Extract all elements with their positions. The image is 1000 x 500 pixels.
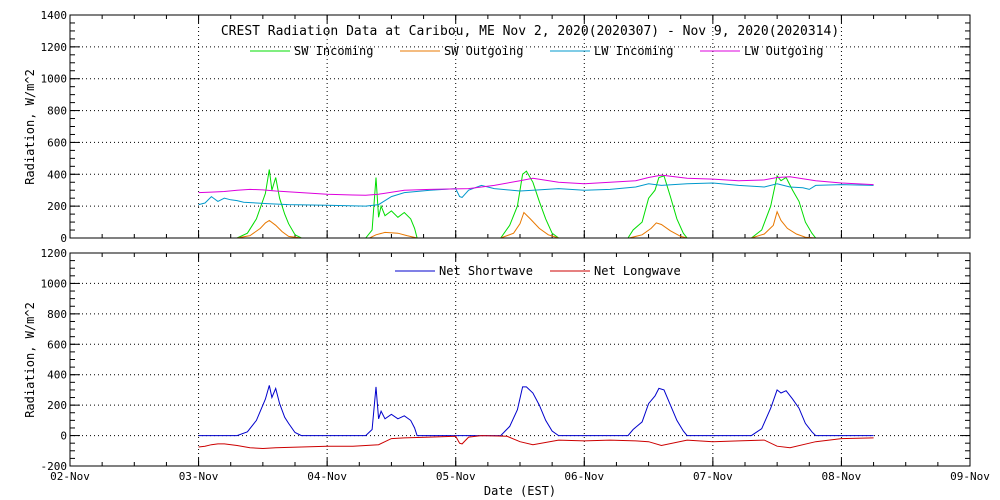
x-tick-label: 07-Nov: [693, 470, 733, 483]
y-tick-label: 200: [47, 399, 67, 412]
top-y-axis-label: Radiation, W/m^2: [23, 69, 37, 185]
legend-label-sw-incoming: SW Incoming: [294, 44, 373, 58]
series-line-net-longwave: [198, 435, 874, 450]
legend-label-sw-outgoing: SW Outgoing: [444, 44, 523, 58]
x-tick-label: 05-Nov: [436, 470, 476, 483]
top-panel: 0 200 400 600 800 1000 1200 1400 CREST Radiatio…: [23, 9, 971, 245]
bottom-y-tick-labels: -200 0 200 400 600 800 1000 1200: [41, 247, 68, 473]
x-tick-label: 08-Nov: [822, 470, 862, 483]
bottom-plot-frame: [69, 252, 971, 467]
series-line-lw-outgoing: [198, 174, 874, 196]
y-tick-label: 200: [47, 200, 67, 213]
top-plot-frame: [69, 14, 971, 239]
top-legend: SW Incoming SW Outgoing LW Incoming LW Outg…: [250, 44, 823, 58]
y-tick-label: 400: [47, 168, 67, 181]
bottom-legend: Net Shortwave Net Longwave: [395, 264, 681, 278]
legend-label-net-shortwave: Net Shortwave: [439, 264, 533, 278]
y-tick-label: 800: [47, 105, 67, 118]
legend-label-lw-incoming: LW Incoming: [594, 44, 673, 58]
x-axis-label: Date (EST): [484, 484, 556, 498]
series-line-sw-outgoing: [198, 210, 874, 239]
top-series: [198, 169, 874, 239]
y-tick-label: 600: [47, 338, 67, 351]
legend-label-lw-outgoing: LW Outgoing: [744, 44, 823, 58]
x-tick-labels: 02-Nov 03-Nov 04-Nov 05-Nov 06-Nov 07-Nov 08-N…: [50, 470, 990, 483]
y-tick-label: 1000: [41, 73, 68, 86]
series-line-net-shortwave: [198, 385, 874, 437]
x-tick-label: 04-Nov: [307, 470, 347, 483]
chart-title: CREST Radiation Data at Caribou, ME Nov …: [221, 24, 839, 39]
y-tick-label: 400: [47, 369, 67, 382]
legend-label-net-longwave: Net Longwave: [594, 264, 681, 278]
top-y-tick-labels: 0 200 400 600 800 1000 1200 1400: [41, 9, 68, 245]
y-tick-label: 1200: [41, 247, 68, 260]
y-tick-label: 0: [60, 430, 67, 443]
x-tick-label: 03-Nov: [179, 470, 219, 483]
y-tick-label: -200: [41, 460, 68, 473]
series-line-sw-incoming: [198, 169, 874, 239]
bottom-series: [198, 385, 874, 450]
x-tick-label: 09-Nov: [950, 470, 990, 483]
y-tick-label: 0: [60, 232, 67, 245]
x-tick-label: 06-Nov: [564, 470, 604, 483]
y-tick-label: 1000: [41, 277, 68, 290]
bottom-panel: -200 0 200 400 600 800 1000 1200 02-Nov 03-Nov 04…: [23, 247, 990, 498]
y-tick-label: 1200: [41, 41, 68, 54]
y-tick-label: 600: [47, 136, 67, 149]
x-tick-label: 02-Nov: [50, 470, 90, 483]
y-tick-label: 800: [47, 308, 67, 321]
bottom-y-axis-label: Radiation, W/m^2: [23, 302, 37, 418]
y-tick-label: 1400: [41, 9, 68, 22]
